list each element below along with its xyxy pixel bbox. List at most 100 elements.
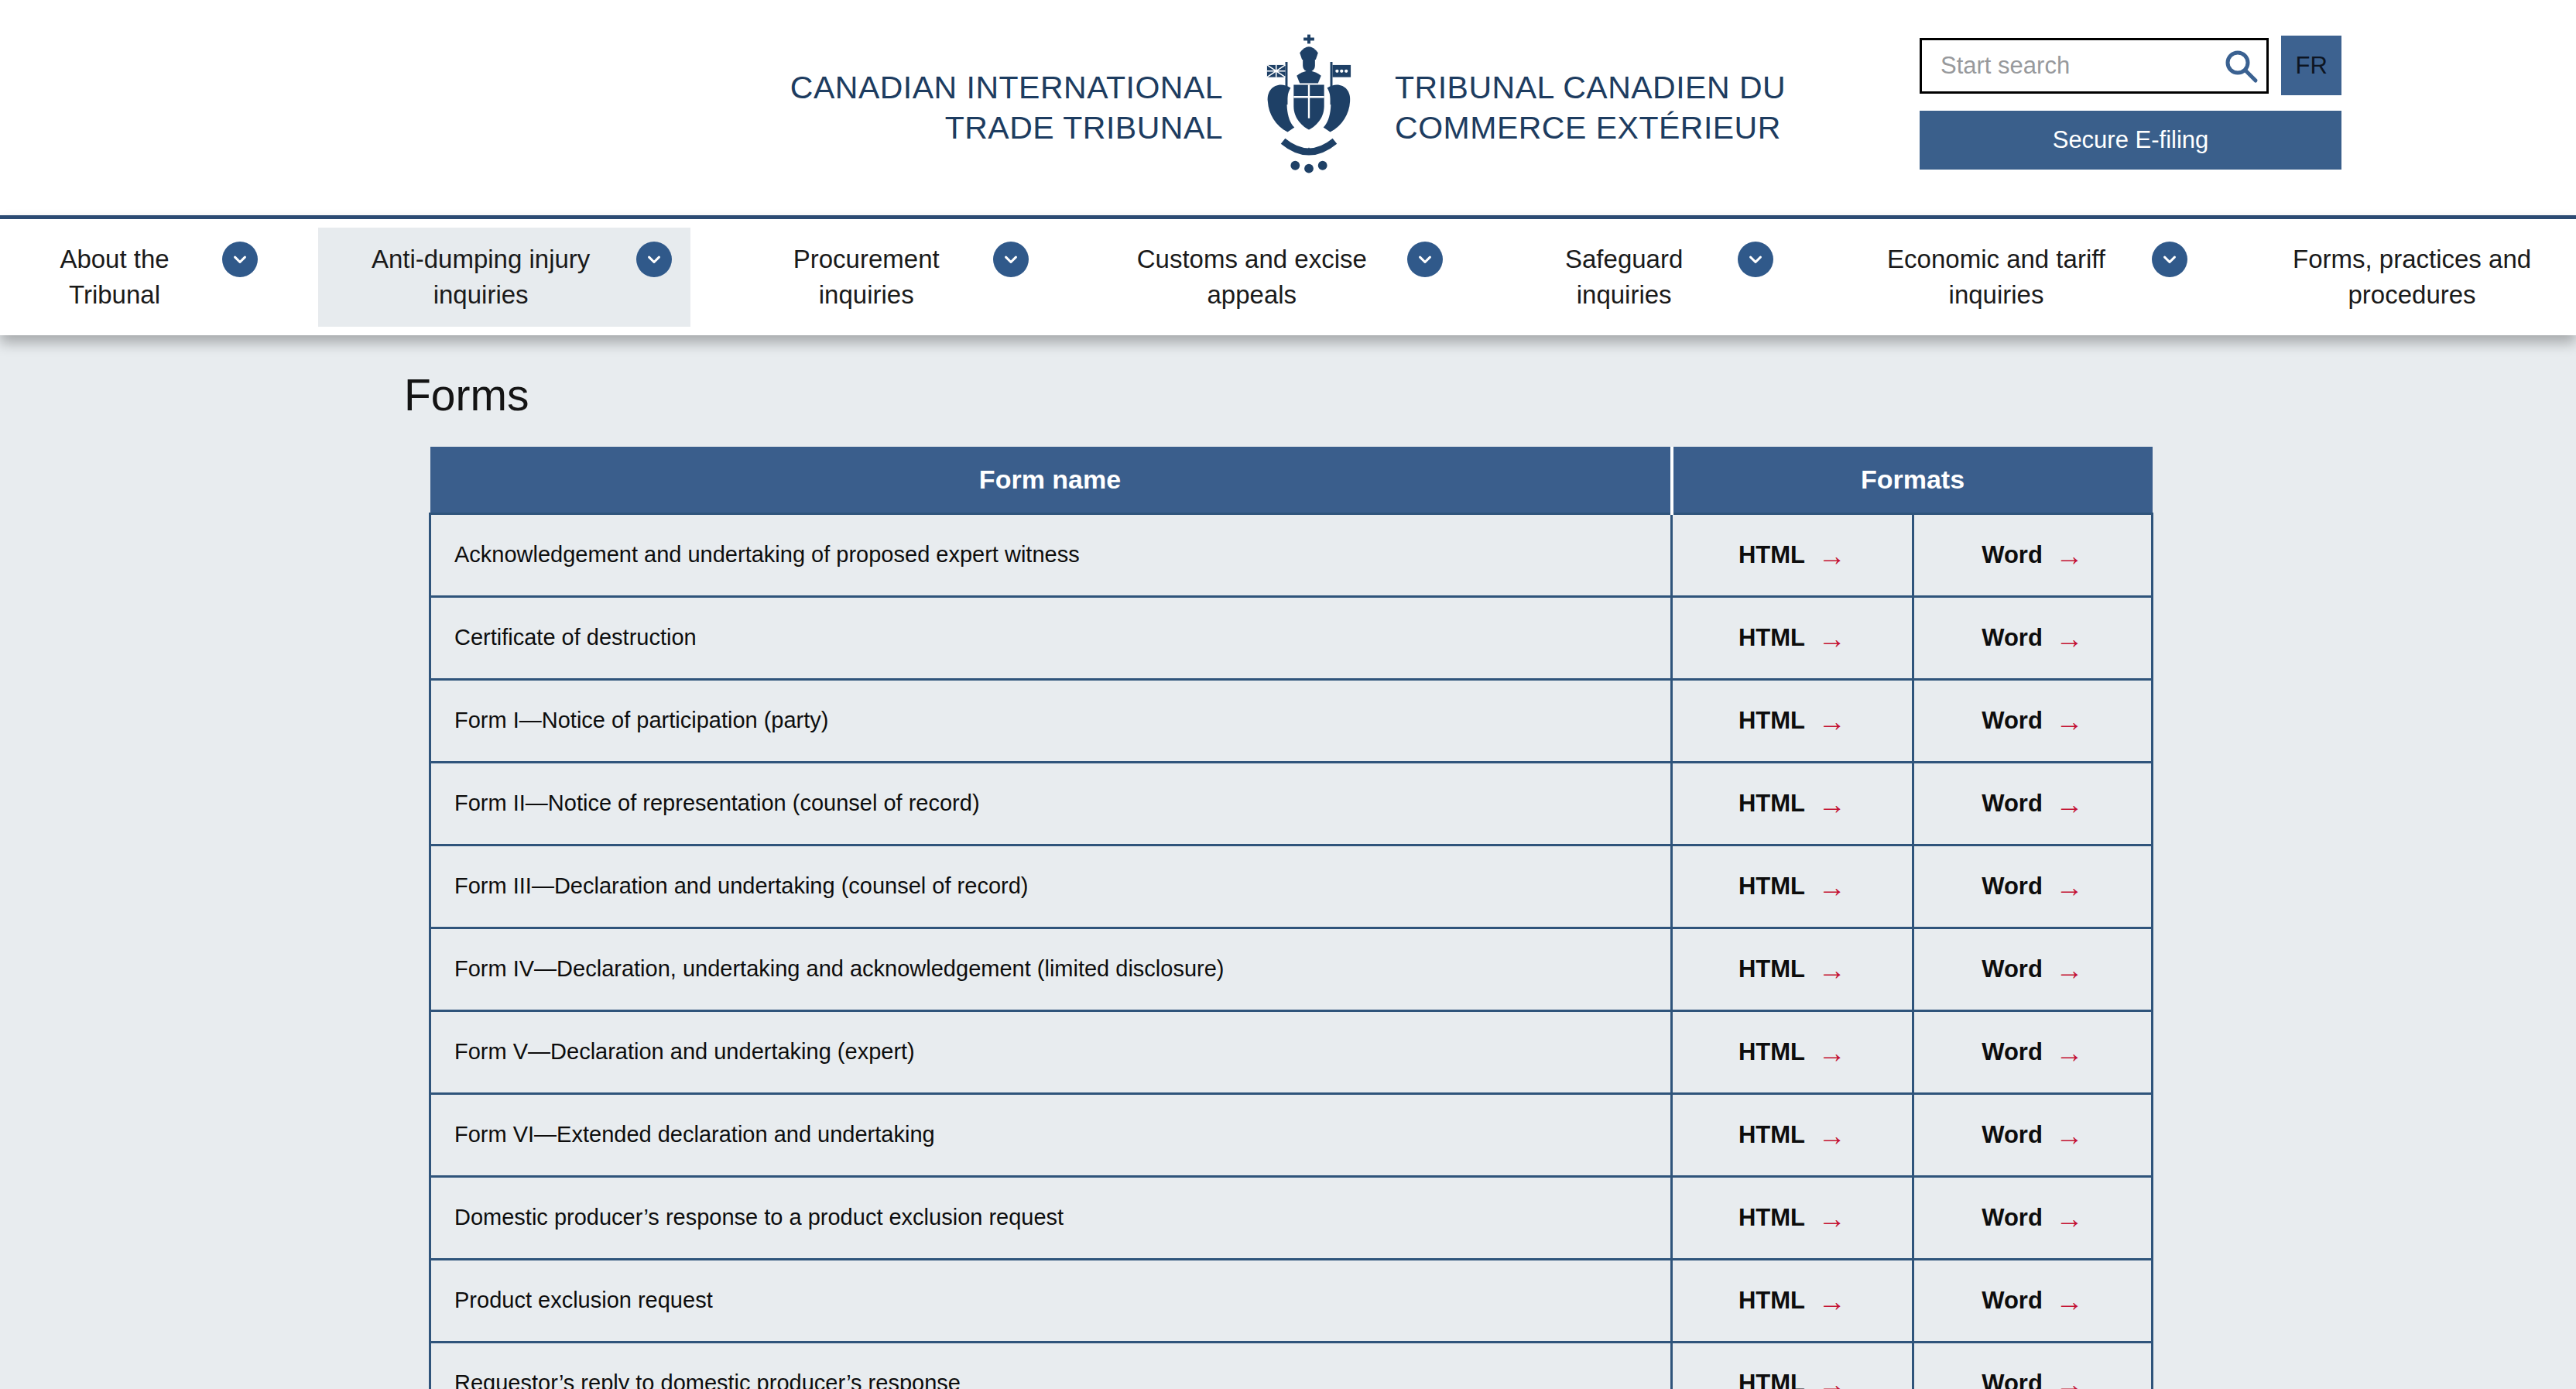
table-row: Form I—Notice of participation (party) H… — [430, 679, 2153, 762]
secure-efiling-button[interactable]: Secure E-filing — [1920, 111, 2341, 170]
nav-item[interactable]: Safeguard inquiries — [1503, 228, 1792, 327]
arrow-right-icon: → — [1818, 1039, 1846, 1067]
table-header-row: Form name Formats — [430, 447, 2153, 513]
search-icon — [2222, 47, 2259, 84]
arrow-right-icon: → — [1818, 1122, 1846, 1150]
html-link[interactable]: HTML → — [1738, 1370, 1846, 1389]
html-format-cell: HTML → — [1672, 928, 1913, 1010]
arrow-right-icon: → — [1818, 625, 1846, 653]
table-row: Domestic producer’s response to a produc… — [430, 1176, 2153, 1259]
word-link[interactable]: Word → — [1982, 1038, 2084, 1066]
word-link[interactable]: Word → — [1982, 790, 2084, 818]
coat-of-arms — [1263, 33, 1355, 182]
arrow-right-icon: → — [1818, 708, 1846, 736]
form-name-cell: Certificate of destruction — [430, 596, 1672, 679]
table-row: Product exclusion request HTML → Word → — [430, 1259, 2153, 1342]
word-format-cell: Word → — [1913, 762, 2153, 845]
arrow-right-icon: → — [1818, 791, 1846, 818]
html-format-cell: HTML → — [1672, 1176, 1913, 1259]
table-row: Acknowledgement and undertaking of propo… — [430, 513, 2153, 596]
word-link[interactable]: Word → — [1982, 624, 2084, 652]
form-name-cell: Acknowledgement and undertaking of propo… — [430, 513, 1672, 596]
chevron-down-icon — [1407, 242, 1443, 277]
table-row: Form V—Declaration and undertaking (expe… — [430, 1010, 2153, 1093]
nav-item-label: Anti-dumping injury inquiries — [337, 242, 625, 313]
html-link[interactable]: HTML → — [1738, 1121, 1846, 1149]
word-link[interactable]: Word → — [1982, 1204, 2084, 1232]
arrow-right-icon: → — [2056, 1370, 2084, 1389]
table-row: Form II—Notice of representation (counse… — [430, 762, 2153, 845]
arrow-right-icon: → — [1818, 956, 1846, 984]
html-link[interactable]: HTML → — [1738, 790, 1846, 818]
arrow-right-icon: → — [2056, 1122, 2084, 1150]
nav-item-label: Economic and tariff inquiries — [1852, 242, 2140, 313]
arrow-right-icon: → — [2056, 791, 2084, 818]
nav-item[interactable]: Customs and excise appeals — [1089, 228, 1461, 327]
nav-item[interactable]: Economic and tariff inquiries — [1834, 228, 2206, 327]
html-format-cell: HTML → — [1672, 1093, 1913, 1176]
html-format-cell: HTML → — [1672, 762, 1913, 845]
arrow-right-icon: → — [2056, 708, 2084, 736]
arrow-right-icon: → — [2056, 956, 2084, 984]
html-format-cell: HTML → — [1672, 596, 1913, 679]
word-link[interactable]: Word → — [1982, 541, 2084, 569]
form-name-cell: Requestor’s reply to domestic producer’s… — [430, 1342, 1672, 1389]
formats-column-header: Formats — [1672, 447, 2153, 513]
word-link[interactable]: Word → — [1982, 1370, 2084, 1389]
chevron-down-icon — [2152, 242, 2187, 277]
search-button[interactable] — [2221, 46, 2261, 86]
chevron-down-icon — [222, 242, 258, 277]
nav-item[interactable]: Forms, practices and procedures — [2248, 228, 2576, 327]
table-row: Form IV—Declaration, undertaking and ack… — [430, 928, 2153, 1010]
forms-table: Form name Formats Acknowledgement and un… — [429, 447, 2153, 1389]
html-format-cell: HTML → — [1672, 845, 1913, 928]
nav-item[interactable]: Anti-dumping injury inquiries — [318, 228, 690, 327]
html-link[interactable]: HTML → — [1738, 1204, 1846, 1232]
nav-item-label: Forms, practices and procedures — [2266, 242, 2557, 313]
arrow-right-icon: → — [1818, 1205, 1846, 1233]
html-link[interactable]: HTML → — [1738, 707, 1846, 735]
form-name-cell: Form VI—Extended declaration and underta… — [430, 1093, 1672, 1176]
brand-title-french: TRIBUNAL CANADIEN DU COMMERCE EXTÉRIEUR — [1395, 67, 1786, 149]
word-link[interactable]: Word → — [1982, 873, 2084, 900]
word-format-cell: Word → — [1913, 1010, 2153, 1093]
arrow-right-icon: → — [2056, 1288, 2084, 1315]
word-format-cell: Word → — [1913, 928, 2153, 1010]
language-toggle-button[interactable]: FR — [2281, 36, 2341, 95]
form-name-cell: Product exclusion request — [430, 1259, 1672, 1342]
table-row: Form III—Declaration and undertaking (co… — [430, 845, 2153, 928]
html-format-cell: HTML → — [1672, 1010, 1913, 1093]
table-row: Requestor’s reply to domestic producer’s… — [430, 1342, 2153, 1389]
form-name-cell: Form IV—Declaration, undertaking and ack… — [430, 928, 1672, 1010]
word-format-cell: Word → — [1913, 1342, 2153, 1389]
chevron-down-icon — [636, 242, 672, 277]
word-link[interactable]: Word → — [1982, 707, 2084, 735]
nav-item[interactable]: About the Tribunal — [0, 228, 276, 327]
arrow-right-icon: → — [2056, 625, 2084, 653]
html-link[interactable]: HTML → — [1738, 873, 1846, 900]
html-format-cell: HTML → — [1672, 513, 1913, 596]
html-format-cell: HTML → — [1672, 679, 1913, 762]
html-link[interactable]: HTML → — [1738, 955, 1846, 983]
word-format-cell: Word → — [1913, 845, 2153, 928]
search-input[interactable] — [1920, 38, 2269, 94]
nav-item-label: Customs and excise appeals — [1108, 242, 1396, 313]
form-name-cell: Domestic producer’s response to a produc… — [430, 1176, 1672, 1259]
word-format-cell: Word → — [1913, 1259, 2153, 1342]
word-format-cell: Word → — [1913, 1176, 2153, 1259]
nav-item[interactable]: Procurement inquiries — [732, 228, 1047, 327]
form-name-cell: Form V—Declaration and undertaking (expe… — [430, 1010, 1672, 1093]
word-link[interactable]: Word → — [1982, 1287, 2084, 1315]
html-link[interactable]: HTML → — [1738, 541, 1846, 569]
brand-title-english: CANADIAN INTERNATIONAL TRADE TRIBUNAL — [790, 67, 1223, 149]
form-name-cell: Form III—Declaration and undertaking (co… — [430, 845, 1672, 928]
word-link[interactable]: Word → — [1982, 1121, 2084, 1149]
html-link[interactable]: HTML → — [1738, 1038, 1846, 1066]
arrow-right-icon: → — [2056, 873, 2084, 901]
word-link[interactable]: Word → — [1982, 955, 2084, 983]
table-row: Form VI—Extended declaration and underta… — [430, 1093, 2153, 1176]
html-link[interactable]: HTML → — [1738, 624, 1846, 652]
form-name-cell: Form I—Notice of participation (party) — [430, 679, 1672, 762]
nav-item-label: About the Tribunal — [19, 242, 211, 313]
html-link[interactable]: HTML → — [1738, 1287, 1846, 1315]
